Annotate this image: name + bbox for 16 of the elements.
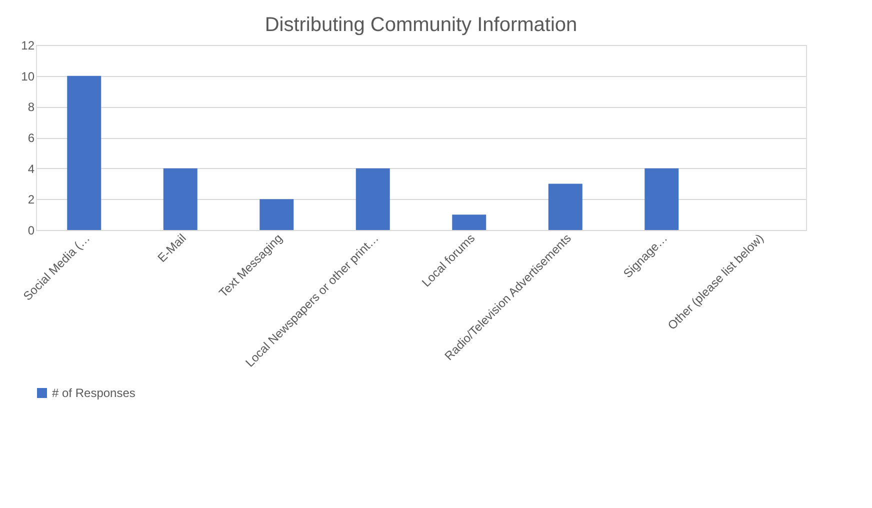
bar — [67, 76, 102, 230]
bar — [644, 168, 679, 230]
y-tick-label: 8 — [28, 100, 35, 114]
y-tick-label: 2 — [28, 192, 35, 207]
bar — [260, 199, 294, 230]
bar — [163, 168, 198, 230]
chart-title: Distributing Community Information — [264, 14, 578, 36]
y-tick-label: 10 — [21, 69, 35, 84]
bar — [356, 168, 390, 230]
bar — [452, 214, 486, 230]
y-tick-label: 12 — [21, 38, 35, 52]
bar — [548, 184, 582, 230]
y-tick-label: 6 — [28, 131, 35, 145]
y-tick-label: 0 — [28, 224, 35, 238]
y-tick-label: 4 — [28, 162, 35, 176]
legend-label: # of Responses — [52, 386, 136, 400]
